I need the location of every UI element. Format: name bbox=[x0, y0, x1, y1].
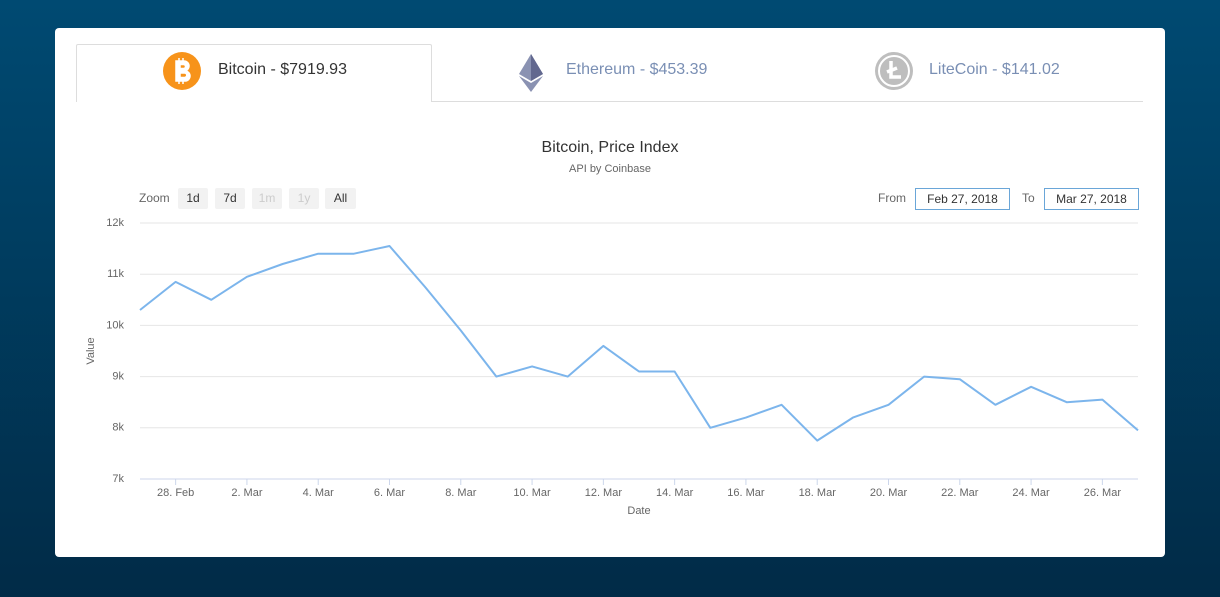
to-date[interactable]: Mar 27, 2018 bbox=[1044, 188, 1139, 210]
x-tick-label: 24. Mar bbox=[1012, 487, 1050, 499]
tab-divider bbox=[76, 101, 1143, 102]
from-date[interactable]: Feb 27, 2018 bbox=[915, 188, 1010, 210]
x-tick-label: 18. Mar bbox=[799, 487, 837, 499]
ethereum-icon-shade bbox=[531, 54, 543, 81]
y-tick-label: 10k bbox=[106, 319, 124, 331]
litecoin-ring bbox=[878, 55, 910, 87]
zoom-button: 1y bbox=[289, 188, 319, 209]
x-tick-label: 14. Mar bbox=[656, 487, 694, 499]
x-tick-label: 4. Mar bbox=[303, 487, 335, 499]
y-axis-label: Value bbox=[85, 337, 97, 364]
zoom-button[interactable]: 1d bbox=[178, 188, 208, 209]
x-tick-label: 2. Mar bbox=[231, 487, 263, 499]
x-tick-label: 22. Mar bbox=[941, 487, 979, 499]
x-tick-label: 12. Mar bbox=[585, 487, 623, 499]
zoom-button[interactable]: 7d bbox=[215, 188, 245, 209]
tab-active[interactable] bbox=[76, 44, 432, 102]
x-tick-label: 8. Mar bbox=[445, 487, 477, 499]
bitcoin-glyph bbox=[175, 58, 191, 84]
x-axis-label: Date bbox=[627, 505, 650, 517]
x-tick-label: 6. Mar bbox=[374, 487, 406, 499]
y-tick-label: 12k bbox=[106, 217, 124, 229]
price-line bbox=[139, 245, 1139, 442]
x-tick-label: 20. Mar bbox=[870, 487, 908, 499]
tab-label[interactable]: Bitcoin - $7919.93 bbox=[218, 61, 347, 78]
litecoin-glyph bbox=[886, 61, 901, 79]
x-tick-label: 26. Mar bbox=[1084, 487, 1122, 499]
y-tick-label: 7k bbox=[112, 473, 124, 485]
tab-label[interactable]: LiteCoin - $141.02 bbox=[929, 61, 1060, 78]
y-tick-label: 9k bbox=[112, 371, 124, 383]
zoom-button[interactable]: All bbox=[325, 188, 356, 209]
to-label: To bbox=[1022, 191, 1035, 205]
tab-label[interactable]: Ethereum - $453.39 bbox=[566, 61, 708, 78]
ethereum-icon-lower bbox=[519, 76, 543, 92]
zoom-button: 1m bbox=[252, 188, 282, 209]
card bbox=[55, 28, 1165, 557]
x-tick-label: 10. Mar bbox=[513, 487, 551, 499]
from-label: From bbox=[878, 191, 906, 205]
y-tick-label: 11k bbox=[107, 268, 124, 280]
chart-title: Bitcoin, Price Index bbox=[542, 139, 679, 156]
y-tick-label: 8k bbox=[112, 422, 124, 434]
x-tick-label: 16. Mar bbox=[727, 487, 765, 499]
zoom-label: Zoom bbox=[139, 191, 170, 205]
chart-subtitle: API by Coinbase bbox=[569, 163, 651, 175]
x-tick-label: 28. Feb bbox=[157, 487, 194, 499]
